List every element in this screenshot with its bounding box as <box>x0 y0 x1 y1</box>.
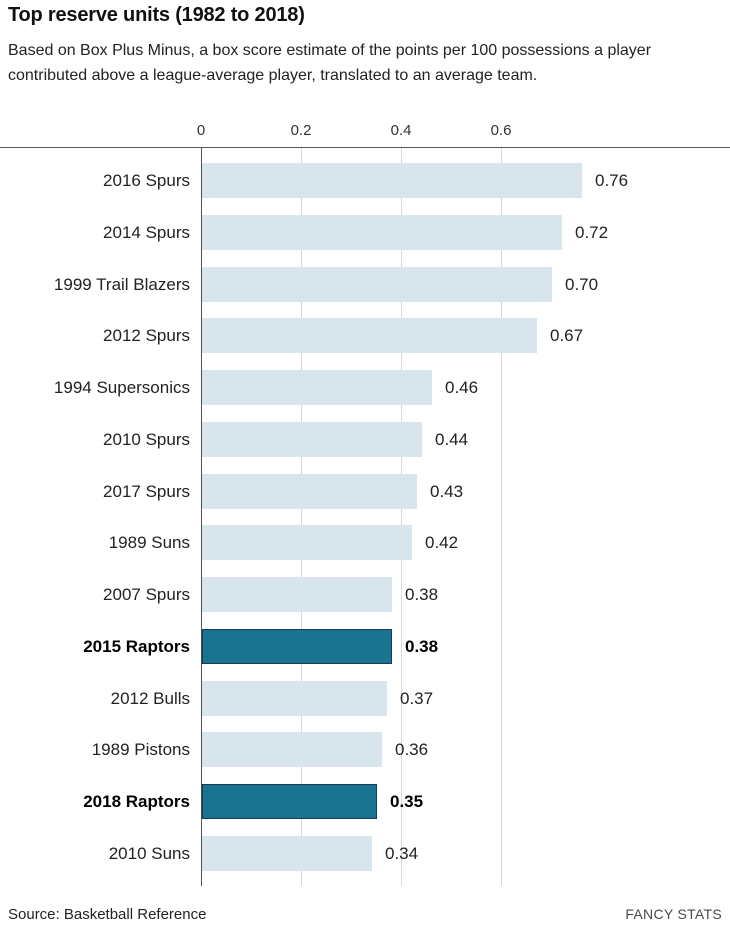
category-label: 2017 Spurs <box>103 482 190 501</box>
zero-baseline <box>201 148 202 886</box>
bar <box>202 577 392 612</box>
value-label: 0.43 <box>430 482 464 501</box>
value-label: 0.76 <box>595 171 629 190</box>
value-label: 0.42 <box>425 533 459 552</box>
value-label: 0.67 <box>550 326 584 345</box>
gridline <box>401 148 402 886</box>
category-label: 2016 Spurs <box>103 171 190 190</box>
bar <box>202 732 382 767</box>
category-label: 2010 Spurs <box>103 430 190 449</box>
value-label: 0.36 <box>395 740 429 759</box>
value-label: 0.72 <box>575 223 609 242</box>
category-label: 1999 Trail Blazers <box>53 275 190 294</box>
bar <box>202 836 372 871</box>
x-tick-label: 0.4 <box>390 122 412 139</box>
chart-title: Top reserve units (1982 to 2018) <box>8 4 305 26</box>
category-label: 1989 Pistons <box>91 740 190 759</box>
bar <box>202 422 422 457</box>
value-label: 0.37 <box>400 689 434 708</box>
bar <box>202 525 412 560</box>
value-label: 0.34 <box>385 844 419 863</box>
category-label: 2014 Spurs <box>103 223 190 242</box>
category-label: 2012 Spurs <box>103 326 190 345</box>
value-label: 0.70 <box>565 275 599 294</box>
bar <box>202 681 387 716</box>
x-tick-label: 0.2 <box>290 122 312 139</box>
x-tick-label: 0.6 <box>490 122 512 139</box>
bar-highlight <box>202 784 377 819</box>
category-label: 2015 Raptors <box>83 637 190 656</box>
value-label: 0.38 <box>405 585 439 604</box>
value-label: 0.46 <box>445 378 479 397</box>
category-label: 1994 Supersonics <box>53 378 190 397</box>
category-label: 2010 Suns <box>108 844 190 863</box>
value-label: 0.35 <box>390 792 424 811</box>
category-label: 2018 Raptors <box>83 792 190 811</box>
value-label: 0.44 <box>435 430 469 449</box>
bar <box>202 163 582 198</box>
x-tick-label: 0 <box>196 122 206 139</box>
bar <box>202 370 432 405</box>
chart-subtitle: Based on Box Plus Minus, a box score est… <box>8 42 652 84</box>
gridline <box>501 148 502 886</box>
bar-highlight <box>202 629 392 664</box>
gridline <box>301 148 302 886</box>
category-label: 2012 Bulls <box>110 689 190 708</box>
category-label: 2007 Spurs <box>103 585 190 604</box>
value-label: 0.38 <box>405 637 439 656</box>
top-axis-line <box>0 147 730 148</box>
footer: Source: Basketball Reference FANCY STATS <box>8 906 722 923</box>
bar <box>202 318 537 353</box>
category-label: 1989 Suns <box>108 533 190 552</box>
bar <box>202 215 562 250</box>
credit-label: FANCY STATS <box>625 906 722 922</box>
source-note: Source: Basketball Reference <box>8 906 207 923</box>
bar <box>202 267 552 302</box>
bar <box>202 474 417 509</box>
